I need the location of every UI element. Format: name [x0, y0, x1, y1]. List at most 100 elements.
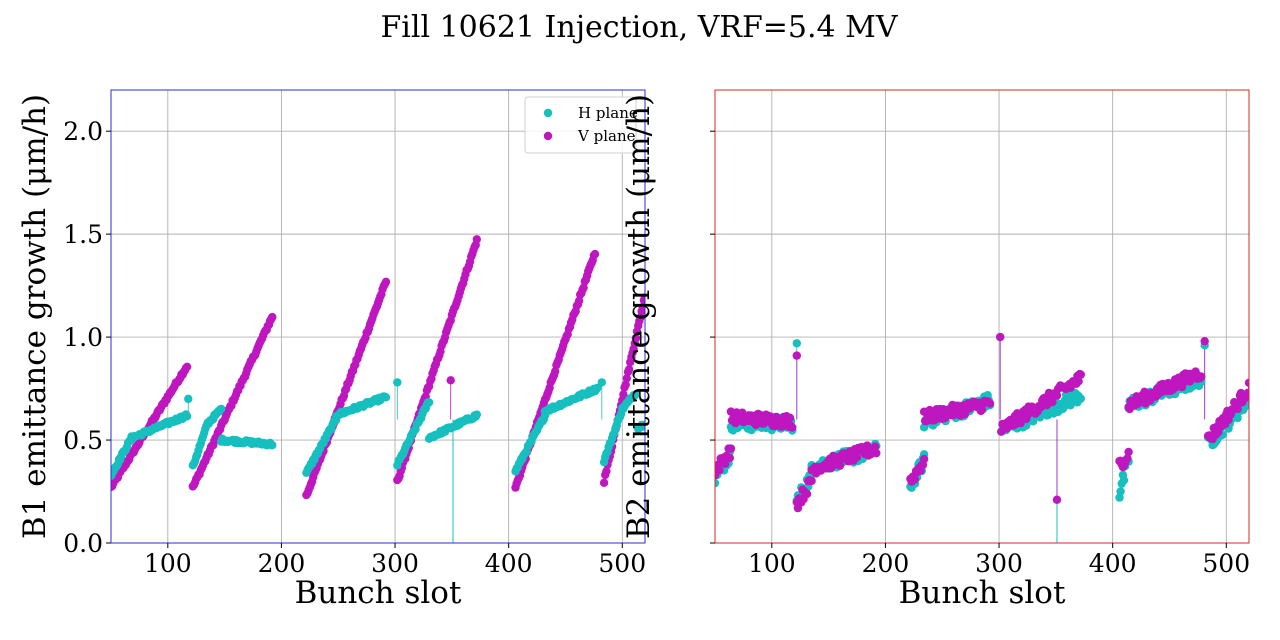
b1-v-plane-point [602, 467, 611, 476]
b2-y-axis-label: B2 emittance growth (μm/h) [621, 94, 657, 539]
legend-marker [543, 108, 553, 118]
b2-v-plane-point [977, 405, 987, 414]
b1-v-plane-point [472, 235, 481, 244]
b1-v-plane-point [621, 380, 630, 389]
b1-h-plane-point [631, 390, 641, 399]
b2-x-tick-label: 400 [1089, 549, 1137, 578]
b1-outlier-point [446, 376, 455, 385]
b1-legend: H plane V plane [524, 96, 638, 154]
b2-v-plane-point [1076, 370, 1086, 379]
b2-h-plane-point [1119, 476, 1129, 485]
b2-v-plane-point [1233, 404, 1242, 414]
b1-h-plane-point [424, 398, 434, 407]
b1-v-plane-point [640, 293, 645, 302]
b2-v-plane-point [1244, 378, 1249, 387]
b1-h-plane-point [182, 412, 192, 421]
b1-outlier-point [597, 378, 607, 387]
b1-x-tick-label: 500 [598, 549, 646, 578]
b1-x-axis-label: Bunch slot [295, 575, 462, 611]
b2-v-plane-point [1074, 377, 1083, 386]
b2-h-plane-point [715, 478, 720, 488]
b1-outlier-point [184, 394, 193, 404]
b1-x-tick-label: 200 [258, 549, 306, 578]
b2-series-points [715, 332, 1249, 513]
b2-v-plane-point [802, 489, 812, 499]
b1-v-plane-point [574, 296, 584, 305]
b2-v-plane-point [985, 399, 995, 408]
b1-v-plane-point [268, 312, 277, 322]
b1-v-plane-point [622, 374, 631, 383]
b2-v-plane-point [910, 475, 920, 484]
b1-v-plane-point [381, 277, 391, 286]
b1-v-plane-point [631, 333, 641, 343]
b1-panel: 100 200 300 400 500 0.0 0.5 1.0 1.5 2.0 Bunch slo… [17, 89, 646, 611]
b2-h-plane-point [1028, 417, 1038, 426]
b1-x-tick-label: 400 [485, 549, 533, 578]
b2-v-plane-point [852, 453, 862, 462]
b1-h-plane-point [593, 383, 602, 393]
b2-outlier-point [1052, 495, 1062, 504]
b1-outlier-point [393, 378, 402, 387]
b2-h-plane-point [1076, 394, 1086, 403]
legend-label: V plane [577, 127, 636, 145]
b2-outlier-point [1200, 337, 1209, 346]
b1-y-tick-label: 1.5 [63, 220, 103, 249]
figure-title: Fill 10621 Injection, VRF=5.4 MV [380, 10, 898, 45]
b2-x-axis-label: Bunch slot [899, 575, 1066, 611]
b1-x-tick-label: 300 [371, 549, 419, 578]
b2-v-plane-point [1052, 391, 1062, 400]
b1-h-plane-point [640, 420, 645, 430]
b2-x-tick-label: 200 [862, 549, 910, 578]
b1-h-plane-point [381, 393, 391, 402]
b2-v-plane-point [726, 444, 736, 453]
b1-h-plane-point [268, 441, 277, 450]
b1-y-tick-label: 0.0 [63, 529, 103, 558]
b1-v-plane-point [182, 362, 192, 371]
b2-outlier-point [792, 339, 802, 348]
b1-v-plane-point [638, 302, 645, 312]
b1-v-plane-point [619, 390, 628, 399]
b2-v-plane-point [872, 448, 881, 458]
b2-ticks: 100 200 300 400 500 [710, 130, 1250, 578]
b2-outlier-point [792, 351, 802, 360]
legend-box [524, 96, 637, 154]
b1-h-plane-point [217, 404, 226, 414]
b1-v-plane-point [599, 478, 609, 487]
b1-ticks: 100 200 300 400 500 0.0 0.5 1.0 1.5 2.0 [63, 117, 646, 578]
b2-v-plane-point [1123, 454, 1132, 463]
b1-v-plane-point [590, 249, 600, 259]
b2-x-tick-label: 100 [748, 549, 796, 578]
b2-v-plane-point [785, 413, 795, 422]
b2-v-plane-point [807, 476, 816, 486]
b2-h-plane-point [1233, 413, 1242, 423]
b2-v-plane-point [835, 461, 845, 470]
b1-y-axis-label: B1 emittance growth (μm/h) [17, 94, 53, 539]
legend-label: H plane [578, 104, 638, 122]
b2-v-plane-point [919, 454, 929, 464]
b2-v-plane-point [1243, 388, 1249, 397]
b2-v-plane-point [1197, 372, 1206, 381]
b2-outlier-point [995, 332, 1005, 342]
legend-marker [543, 131, 553, 141]
b2-v-plane-point [1048, 397, 1057, 407]
b2-h-plane-point [1116, 487, 1125, 496]
b1-series-points [111, 235, 645, 500]
b1-h-plane-point [472, 410, 481, 419]
b2-v-plane-point [715, 466, 724, 475]
b1-axes-frame [110, 89, 646, 544]
b2-x-tick-label: 500 [1202, 549, 1250, 578]
b1-v-plane-point [579, 283, 588, 292]
b1-v-plane-point [624, 365, 634, 374]
b2-axes-frame [714, 89, 1250, 544]
b1-x-tick-label: 100 [144, 549, 192, 578]
b2-v-plane-point [1124, 447, 1133, 457]
b2-v-plane-point [871, 442, 880, 451]
b1-y-tick-label: 2.0 [63, 117, 103, 146]
b2-x-tick-label: 300 [975, 549, 1023, 578]
b1-y-tick-label: 0.5 [63, 426, 103, 455]
b1-series-lines [111, 239, 645, 543]
b2-panel: 100 200 300 400 500 Bunch slot B2 emittance … [621, 89, 1250, 611]
b2-v-plane-point [725, 453, 734, 463]
b1-grid [111, 90, 645, 543]
